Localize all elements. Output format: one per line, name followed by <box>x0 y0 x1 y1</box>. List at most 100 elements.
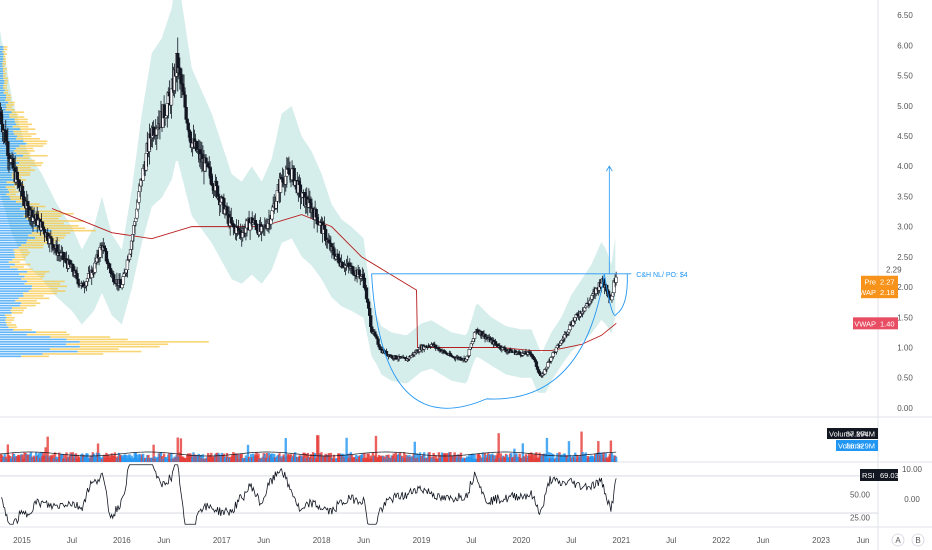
profile-bar-yellow <box>21 355 49 358</box>
vwap-price-tag-bg <box>861 286 878 299</box>
time-tick-label: Jun <box>857 536 870 545</box>
time-tick-label: Jun <box>257 536 270 545</box>
price-tick-label: 6.00 <box>897 41 913 50</box>
volume-bar <box>609 440 613 462</box>
vwap-long-value-bg <box>878 317 898 330</box>
auto-scale-button[interactable]: A <box>891 533 905 547</box>
volume-bar <box>481 452 485 462</box>
profile-bar-blue <box>0 84 4 87</box>
time-axis[interactable]: 2015 Jul 2016 Jun 2017 Jun 2018 Jun 2019 Jul 2020 J… <box>13 536 869 545</box>
profile-bar-yellow <box>31 287 59 290</box>
volume-bar <box>345 437 348 462</box>
profile-bar-blue <box>0 176 12 179</box>
volume-bar <box>552 453 555 462</box>
profile-bar-blue <box>0 341 80 343</box>
profile-bar-blue <box>0 297 19 300</box>
profile-bar-yellow <box>35 210 62 213</box>
profile-bar-blue <box>0 123 17 126</box>
price-tick-label: 0.00 <box>897 404 913 413</box>
profile-bar-blue <box>0 208 21 210</box>
profile-bar-blue <box>0 205 23 208</box>
volume-bar <box>201 454 205 462</box>
cup-and-handle-drawing[interactable]: C&H NL/ PO: $4 <box>371 165 688 409</box>
volume-bar <box>535 452 538 462</box>
profile-bar-yellow <box>9 116 25 118</box>
volume-bar <box>413 441 416 462</box>
volume-ma-line <box>0 451 617 457</box>
profile-bar-yellow <box>5 108 15 111</box>
profile-bar-blue <box>0 319 6 321</box>
profile-bar-blue <box>0 328 14 331</box>
profile-bar-yellow <box>16 164 42 167</box>
log-scale-button[interactable]: B <box>911 533 925 547</box>
price-axis[interactable]: 0.00 0.50 1.00 1.50 2.00 2.50 3.00 3.50 4.00 4.50… <box>897 11 913 413</box>
price-tick-label: 6.50 <box>897 11 913 20</box>
time-tick-label: 2020 <box>513 536 531 545</box>
volume-bar <box>96 443 100 462</box>
profile-bar-blue <box>0 82 5 84</box>
profile-bar-yellow <box>39 225 79 227</box>
volume-bar <box>547 452 551 462</box>
rsi-line <box>0 464 878 525</box>
volume-bar <box>403 452 406 462</box>
profile-bar-blue <box>0 135 18 138</box>
log-scale-label: B <box>915 536 920 545</box>
profile-bar-blue <box>0 63 3 65</box>
profile-bar-blue <box>0 273 20 275</box>
profile-bar-yellow <box>19 273 46 275</box>
profile-bar-yellow <box>23 295 44 297</box>
volume-bar <box>332 454 336 462</box>
profile-bar-blue <box>0 227 34 230</box>
volume-bar <box>38 452 41 462</box>
profile-bar-blue <box>0 60 3 63</box>
volume-bar <box>567 441 571 462</box>
volume-bar <box>284 438 287 462</box>
profile-bar-blue <box>0 92 4 94</box>
time-tick-label: 2015 <box>13 536 31 545</box>
rsi-tick-label: 25.00 <box>850 514 871 523</box>
rsi-panel[interactable] <box>0 464 878 525</box>
profile-bar-blue <box>0 249 14 251</box>
cup-curve[interactable] <box>371 273 605 409</box>
candle-body <box>470 341 475 345</box>
volume-bar <box>471 453 474 462</box>
volume-bar <box>44 447 47 462</box>
profile-bar-blue <box>0 326 9 329</box>
handle-curve[interactable] <box>603 273 628 316</box>
profile-bar-yellow <box>2 65 5 68</box>
time-tick-label: 2023 <box>812 536 830 545</box>
rsi-polyline <box>1 464 617 525</box>
volume-bar <box>21 454 24 462</box>
time-tick-label: Jul <box>666 536 676 545</box>
profile-bar-yellow <box>9 191 19 193</box>
profile-bar-yellow <box>12 171 31 174</box>
candle-body <box>314 209 318 218</box>
profile-bar-yellow <box>66 338 128 341</box>
profile-bar-yellow <box>3 87 7 89</box>
profile-bar-yellow <box>16 152 31 155</box>
volume-bar <box>257 453 260 462</box>
profile-bar-yellow <box>6 324 17 326</box>
volume-legend-name: Volume MA <box>829 430 867 439</box>
profile-bar-yellow <box>17 135 32 138</box>
volume-bar <box>445 453 448 462</box>
profile-bar-blue <box>0 254 15 256</box>
profile-bar-yellow <box>28 290 66 292</box>
volume-bar <box>432 452 435 462</box>
volume-bar <box>556 453 559 462</box>
profile-bar-yellow <box>8 261 20 263</box>
profile-bar-blue <box>0 304 21 307</box>
profile-bar-blue <box>0 53 4 55</box>
price-panel[interactable]: C&H NL/ PO: $4 <box>0 0 688 409</box>
profile-bar-blue <box>0 220 39 222</box>
volume-bar <box>246 444 250 462</box>
profile-bar-yellow <box>2 50 6 53</box>
profile-bar-blue <box>0 186 6 188</box>
profile-bar-blue <box>0 113 10 116</box>
profile-bar-yellow <box>66 343 169 346</box>
profile-bar-yellow <box>6 181 18 184</box>
profile-bar-blue <box>0 87 4 89</box>
